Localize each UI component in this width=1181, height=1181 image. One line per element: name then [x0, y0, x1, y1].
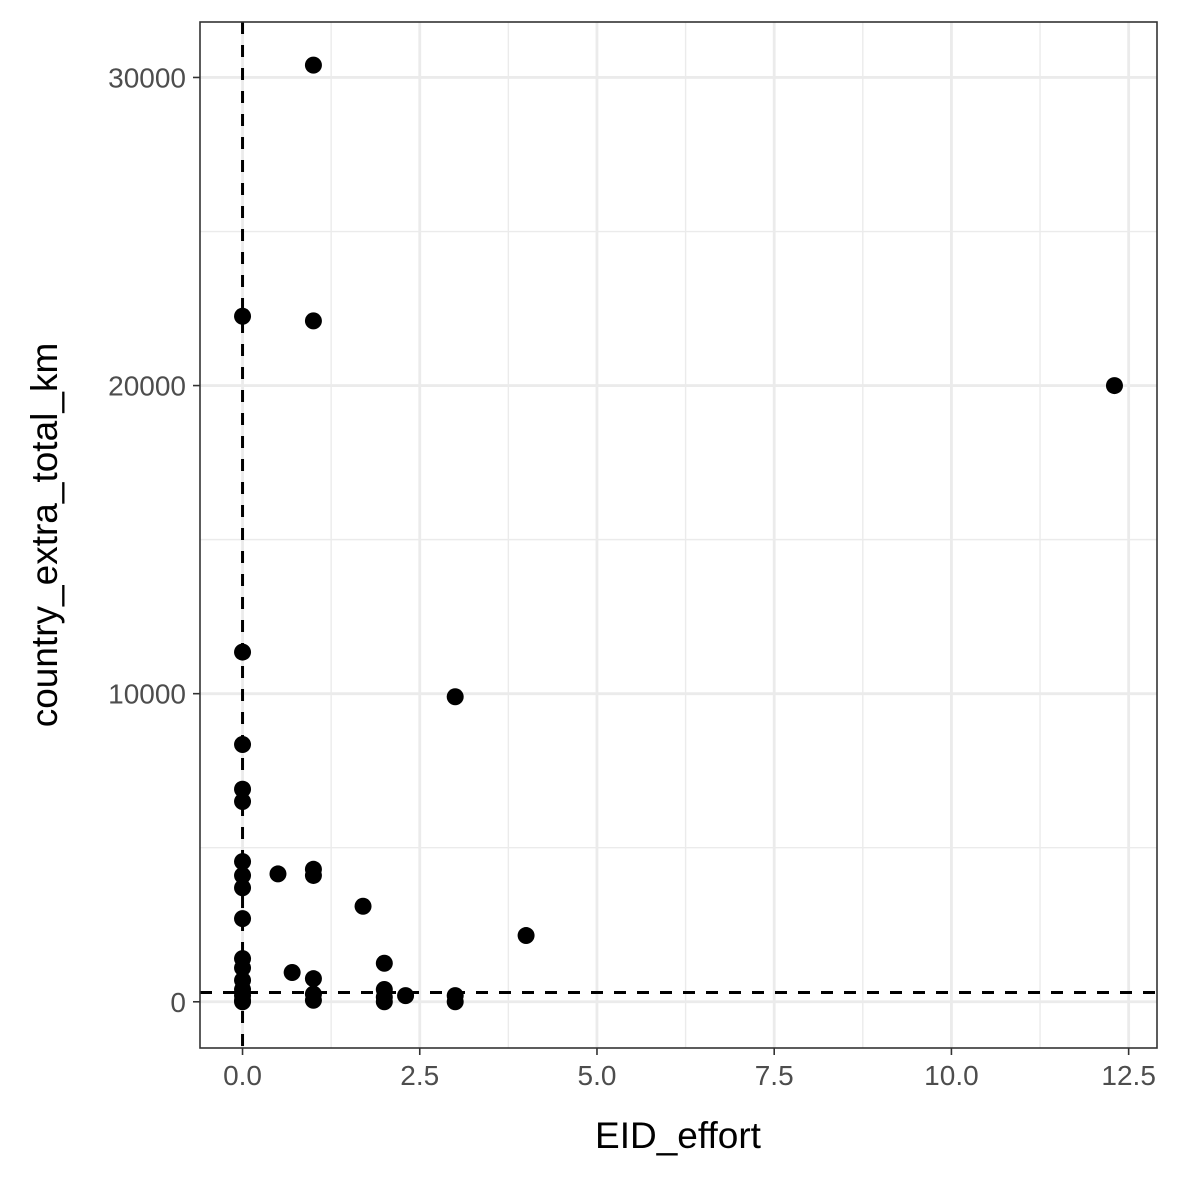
- data-point: [1105, 377, 1123, 395]
- data-point: [234, 853, 252, 871]
- minor-gridlines: [200, 22, 1157, 1048]
- y-tick-label: 0: [170, 987, 186, 1018]
- data-point: [304, 970, 322, 988]
- y-axis-title: country_extra_total_km: [24, 343, 65, 728]
- data-point: [375, 954, 393, 972]
- data-point: [234, 643, 252, 661]
- data-point: [446, 993, 464, 1011]
- data-point: [283, 964, 301, 982]
- plot-panel-border: [199, 21, 1158, 1049]
- data-point: [304, 866, 322, 884]
- x-tick-label: 10.0: [924, 1060, 979, 1091]
- x-tick-label: 12.5: [1101, 1060, 1156, 1091]
- x-tick-label: 7.5: [755, 1060, 794, 1091]
- data-point: [234, 879, 252, 897]
- data-point: [517, 927, 535, 945]
- x-tick-label: 2.5: [400, 1060, 439, 1091]
- data-point: [234, 307, 252, 325]
- x-tick-label: 0.0: [223, 1060, 262, 1091]
- data-point: [446, 688, 464, 706]
- x-tick-label: 5.0: [578, 1060, 617, 1091]
- data-point: [234, 780, 252, 798]
- data-point: [354, 897, 372, 915]
- data-point: [375, 993, 393, 1011]
- data-point: [234, 910, 252, 928]
- data-point: [269, 865, 287, 883]
- data-point: [304, 56, 322, 74]
- data-point: [304, 312, 322, 330]
- data-points: [234, 56, 1123, 1011]
- data-point: [397, 987, 415, 1005]
- data-point: [234, 793, 252, 811]
- data-point: [234, 959, 252, 977]
- plot-panel-background: [200, 22, 1157, 1048]
- data-point: [234, 736, 252, 754]
- data-point: [234, 993, 252, 1011]
- y-axis-ticks: 0 10000 20000 30000: [108, 62, 200, 1018]
- y-tick-label: 30000: [108, 62, 186, 93]
- major-gridlines: [200, 22, 1157, 1048]
- y-tick-label: 10000: [108, 679, 186, 710]
- data-point: [234, 866, 252, 884]
- data-point: [304, 991, 322, 1009]
- x-axis-ticks: 0.0 2.5 5.0 7.5 10.0 12.5: [223, 1048, 1156, 1091]
- y-tick-label: 20000: [108, 371, 186, 402]
- x-axis-title: EID_effort: [595, 1115, 762, 1156]
